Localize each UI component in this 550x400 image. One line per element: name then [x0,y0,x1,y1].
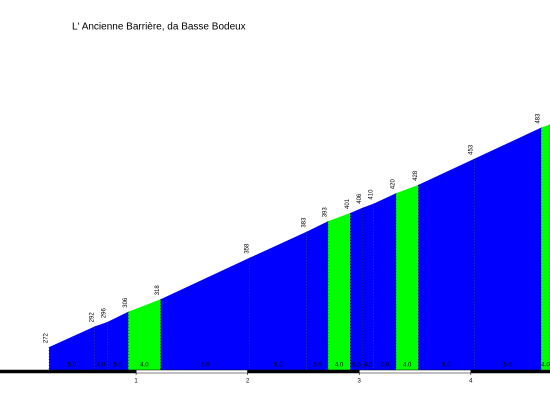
elevation-label: 483 [536,113,542,124]
segment-label: 4.0 [403,363,412,369]
distance-bar [135,369,248,374]
segment [249,231,307,370]
segment-label: 4.0 [364,363,373,369]
elevation-label: 428 [413,170,419,181]
segment-label: 4.0 [335,363,344,369]
segment [362,203,374,370]
segment [350,207,363,370]
segment-label: 4.0 [140,363,149,369]
elevation-label: 358 [244,243,250,254]
elevation-label: 306 [123,297,129,308]
segment [160,257,250,370]
distance-bar [0,369,137,374]
segment-label: 5.0 [352,363,361,369]
elevation-label: 410 [368,189,374,200]
segment [396,184,419,370]
elevation-label: 406 [357,193,363,204]
elevation-label: 420 [391,179,397,190]
segment-label: 4.0 [541,363,550,369]
distance-bar [470,369,550,374]
segment-label: 5.0 [68,363,77,369]
segment-label: 5.0 [503,363,512,369]
elevation-label: 292 [89,312,95,323]
segment [327,212,351,370]
segment [49,326,95,370]
segment-label: 5.0 [274,363,283,369]
segment-label: 5.0 [442,363,451,369]
segment [418,158,475,370]
x-tick-label: 1 [134,379,138,385]
chart-title: L' Ancienne Barrière, da Basse Bodeux [72,22,246,33]
x-tick-label: 4 [469,379,473,385]
segment-label: 5.0 [313,363,322,369]
x-tick-label: 2 [246,379,250,385]
distance-bar [358,369,472,374]
segment-label: 5.0 [201,363,210,369]
elevation-label: 383 [301,217,307,228]
elevation-label: 401 [345,198,351,209]
segment [94,322,108,370]
segment [373,193,397,370]
segment [306,221,328,370]
elevation-label: 272 [44,332,50,343]
distance-bar [247,369,360,374]
elevation-label: 393 [323,207,329,218]
segment-label: 5.0 [381,363,390,369]
elevation-label: 453 [469,144,475,155]
segment [474,127,542,371]
elevation-label: 296 [102,307,108,318]
x-tick-label: 3 [358,379,362,385]
segment [128,299,161,370]
segment-label: 4.0 [97,363,106,369]
elevation-label: 318 [155,285,161,296]
segment [541,124,550,370]
segment-label: 5.0 [114,363,123,369]
segment [107,311,129,370]
